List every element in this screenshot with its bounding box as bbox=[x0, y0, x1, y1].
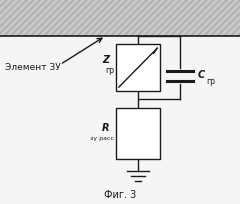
Text: C: C bbox=[198, 70, 205, 79]
Text: Фиг. 3: Фиг. 3 bbox=[104, 189, 136, 199]
Bar bbox=[0, 0, 240, 37]
Bar bbox=[116, 45, 160, 92]
Text: гр: гр bbox=[206, 77, 216, 86]
Text: гр: гр bbox=[105, 66, 114, 75]
Text: Элемент ЗУ: Элемент ЗУ bbox=[5, 63, 60, 72]
Text: R: R bbox=[102, 123, 109, 132]
Text: Z: Z bbox=[102, 55, 109, 65]
Text: зу расс: зу расс bbox=[90, 135, 114, 140]
Bar bbox=[116, 108, 160, 159]
